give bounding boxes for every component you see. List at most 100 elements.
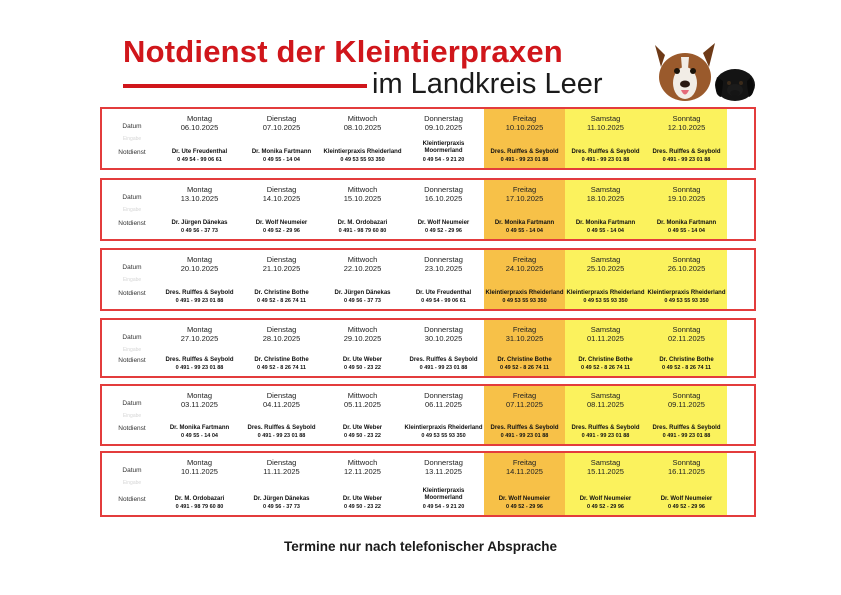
practice-name: Dr. Jürgen Dänekas [334, 290, 391, 296]
practice-name: Dr. M. Ordobazari [174, 496, 225, 502]
day-date: 06.10.2025 [180, 123, 219, 132]
practice-phone: 0 49 52 - 8 26 74 11 [662, 365, 711, 371]
practice-name: Dres. Rulffes & Seybold [490, 149, 559, 155]
practice-name: Dr. Christine Bothe [578, 357, 633, 363]
day-date: 16.11.2025 [668, 467, 705, 476]
page-subtitle: im Landkreis Leer [372, 68, 603, 100]
row-label-date: Datum [122, 264, 142, 271]
day-name: Samstag [590, 325, 621, 334]
day-cell: Sonntag 26.10.2025 Kleintierpraxis Rheider… [646, 250, 727, 309]
day-name: Montag [186, 391, 213, 400]
practice-name: Dr. Jürgen Dänekas [253, 496, 310, 502]
day-name: Donnerstag [424, 185, 463, 194]
week-block: Datum Eingabe Notdienst Montag 10.11.2025 Dr.… [100, 451, 756, 517]
day-name: Montag [186, 325, 213, 334]
day-name: Dienstag [266, 114, 297, 123]
day-date: 20.10.2025 [180, 264, 219, 273]
day-cell: Freitag 17.10.2025 Dr. Monika Fartmann 0 49… [484, 180, 565, 239]
day-cell: Donnerstag 23.10.2025 Dr. Ute Freudenthal 0… [403, 250, 484, 309]
row-label-service: Notdienst [118, 357, 146, 364]
practice-phone: 0 49 50 - 23 22 [343, 504, 381, 510]
practice-name: Kleintierpraxis Rheiderland [566, 290, 645, 296]
practice-phone: 0 49 52 - 29 96 [262, 228, 300, 234]
day-name: Dienstag [266, 325, 297, 334]
practice-name: Kleintierpraxis [422, 141, 465, 147]
practice-phone: 0 49 52 - 29 96 [424, 228, 462, 234]
practice-name: Dr. Wolf Neumeier [660, 496, 713, 502]
footer-note: Termine nur nach telefonischer Absprache [283, 539, 558, 554]
day-name: Freitag [512, 185, 537, 194]
row-label-service: Notdienst [118, 496, 146, 503]
practice-phone: 0 49 55 - 14 04 [505, 228, 543, 234]
day-cell: Dienstag 14.10.2025 Dr. Wolf Neumeier 0 49 … [241, 180, 322, 239]
week-block: Datum Eingabe Notdienst Montag 27.10.2025 Dre… [100, 318, 756, 378]
day-cell: Samstag 01.11.2025 Dr. Christine Bothe 0 49… [565, 320, 646, 376]
day-cell: Dienstag 21.10.2025 Dr. Christine Bothe 0 4… [241, 250, 322, 309]
practice-phone: 0 49 56 - 37 73 [262, 504, 300, 510]
row-label-input: Eingabe [122, 413, 142, 419]
practice-phone: 0 49 56 - 37 73 [180, 228, 218, 234]
day-date: 29.10.2025 [343, 334, 382, 343]
practice-phone: 0 49 55 - 14 04 [667, 228, 705, 234]
day-name: Montag [186, 114, 213, 123]
practice-name: Dr. Ute Freudenthal [171, 149, 228, 155]
day-name: Mittwoch [347, 185, 378, 194]
practice-phone: 0 491 - 99 23 01 88 [662, 433, 711, 439]
day-date: 02.11.2025 [668, 334, 705, 343]
row-label-service: Notdienst [118, 425, 146, 432]
day-cell: Freitag 24.10.2025 Kleintierpraxis Rheider… [484, 250, 565, 309]
practice-phone: 0 49 52 - 29 96 [667, 504, 705, 510]
practice-name: Dres. Rulffes & Seybold [652, 425, 721, 431]
practice-phone: 0 49 53 55 93 350 [340, 157, 385, 163]
day-name: Dienstag [266, 458, 297, 467]
day-name: Sonntag [672, 458, 701, 467]
dogs-image [655, 43, 755, 101]
practice-name: Dr. Monika Fartmann [494, 220, 555, 226]
day-date: 10.11.2025 [181, 467, 218, 476]
practice-name: Dr. Ute Freudenthal [415, 290, 472, 296]
practice-name: Kleintierpraxis [422, 488, 465, 494]
practice-name: Kleintierpraxis Rheiderland [323, 149, 402, 155]
day-date: 26.10.2025 [667, 264, 706, 273]
practice-name: Kleintierpraxis Rheiderland [647, 290, 726, 296]
practice-name: Dr. Jürgen Dänekas [171, 220, 228, 226]
day-date: 22.10.2025 [343, 264, 382, 273]
day-cell: Dienstag 07.10.2025 Dr. Monika Fartmann 0 4… [241, 109, 322, 168]
practice-phone: 0 49 54 - 9 21 20 [422, 157, 465, 163]
day-cell: Samstag 18.10.2025 Dr. Monika Fartmann 0 49… [565, 180, 646, 239]
day-cell: Samstag 11.10.2025 Dres. Rulffes & Seybold… [565, 109, 646, 168]
practice-phone: 0 49 53 55 93 350 [421, 433, 466, 439]
practice-phone: 0 49 52 - 8 26 74 11 [257, 298, 306, 304]
practice-phone: 0 49 52 - 8 26 74 11 [257, 365, 306, 371]
row-label-service: Notdienst [118, 220, 146, 227]
day-date: 05.11.2025 [344, 400, 381, 409]
day-date: 14.11.2025 [506, 467, 543, 476]
practice-phone: 0 491 - 99 23 01 88 [175, 298, 224, 304]
practice-phone: 0 49 52 - 29 96 [586, 504, 624, 510]
day-date: 06.11.2025 [425, 400, 462, 409]
practice-name: Dr. Monika Fartmann [251, 149, 312, 155]
practice-name: Dres. Rulffes & Seybold [165, 290, 234, 296]
day-date: 16.10.2025 [424, 194, 463, 203]
practice-phone: 0 491 - 99 23 01 88 [662, 157, 711, 163]
practice-phone: 0 491 - 99 23 01 88 [257, 433, 306, 439]
practice-name: Dr. Monika Fartmann [575, 220, 636, 226]
day-name: Sonntag [672, 391, 701, 400]
day-date: 12.10.2025 [667, 123, 706, 132]
day-cell: Samstag 15.11.2025 Dr. Wolf Neumeier 0 49 5… [565, 453, 646, 515]
row-label-date: Datum [122, 123, 142, 130]
day-cell: Mittwoch 29.10.2025 Dr. Ute Weber 0 49 50 -… [322, 320, 403, 376]
day-date: 21.10.2025 [262, 264, 301, 273]
day-name: Samstag [590, 114, 621, 123]
day-date: 17.10.2025 [505, 194, 544, 203]
day-date: 30.10.2025 [424, 334, 463, 343]
day-cell: Dienstag 04.11.2025 Dres. Rulffes & Seybol… [241, 386, 322, 444]
day-cell: Montag 20.10.2025 Dres. Rulffes & Seybold 0… [159, 250, 240, 309]
day-name: Freitag [512, 458, 537, 467]
day-date: 03.11.2025 [181, 400, 218, 409]
practice-name: Dr. Christine Bothe [254, 290, 309, 296]
day-cell: Montag 03.11.2025 Dr. Monika Fartmann 0 49 … [159, 386, 240, 444]
practice-phone: 0 49 50 - 23 22 [343, 365, 381, 371]
day-cell: Freitag 07.11.2025 Dres. Rulffes & Seybold… [484, 386, 565, 444]
day-name: Montag [186, 185, 213, 194]
